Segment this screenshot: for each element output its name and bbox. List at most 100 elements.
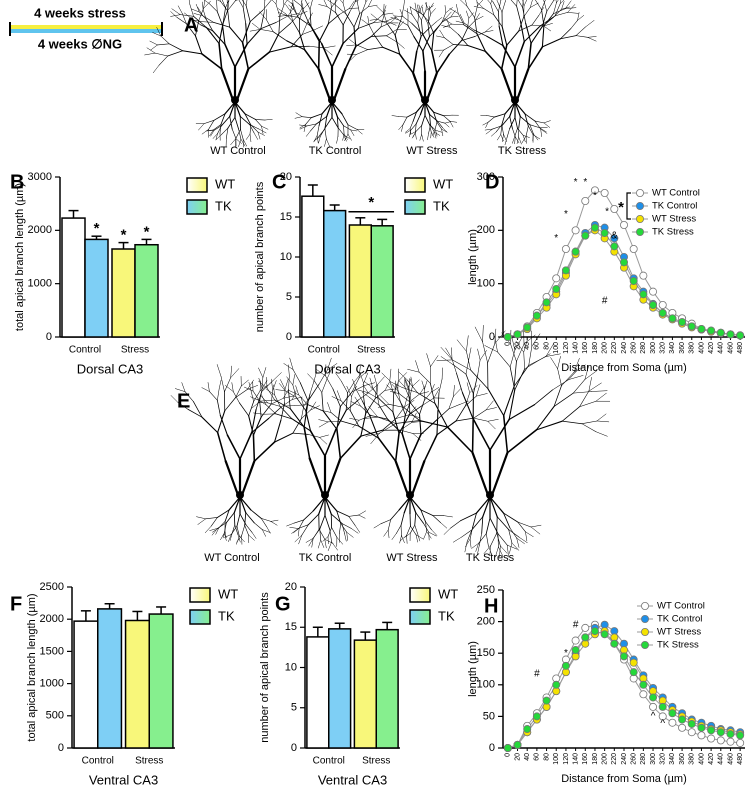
dendrite bbox=[539, 127, 547, 133]
data-point bbox=[610, 204, 619, 213]
neuron bbox=[144, 0, 336, 148]
dendrite bbox=[409, 401, 420, 415]
dendrite bbox=[259, 11, 267, 20]
dendrite bbox=[519, 116, 531, 126]
dendrite bbox=[225, 512, 235, 524]
dendrite bbox=[577, 12, 580, 21]
dendrite bbox=[452, 363, 467, 375]
dendrite bbox=[523, 7, 531, 18]
dendrite bbox=[528, 346, 533, 366]
data-point bbox=[649, 287, 658, 296]
dendrite bbox=[239, 402, 250, 417]
data-point bbox=[620, 258, 629, 267]
dendrite bbox=[451, 358, 457, 374]
bar bbox=[306, 636, 330, 749]
legend-swatch bbox=[186, 177, 208, 193]
dendrite bbox=[389, 368, 392, 382]
dendrite bbox=[531, 15, 540, 26]
dendrite bbox=[409, 386, 413, 399]
dendrite bbox=[294, 534, 303, 543]
dendrite bbox=[323, 47, 333, 56]
dendrite bbox=[383, 9, 386, 18]
dendrite bbox=[270, 521, 278, 526]
dendrite bbox=[402, 16, 413, 24]
dendrite bbox=[430, 8, 436, 15]
dendrite bbox=[242, 21, 251, 43]
dendrite bbox=[380, 519, 391, 524]
dendrite bbox=[271, 378, 273, 391]
y-tick-label: 1000 bbox=[28, 278, 52, 290]
dendrite bbox=[435, 129, 443, 133]
dendrite bbox=[498, 25, 504, 47]
dendrite bbox=[313, 134, 318, 143]
dendrite bbox=[377, 416, 397, 424]
dendrite bbox=[452, 359, 471, 371]
dendrite bbox=[301, 21, 308, 35]
dendrite bbox=[216, 0, 218, 12]
dendrite bbox=[468, 12, 474, 19]
data-point bbox=[610, 242, 619, 251]
x-tick-label: 420 bbox=[708, 753, 715, 765]
dendrite bbox=[406, 535, 408, 544]
dendrite bbox=[313, 25, 323, 31]
dendrite bbox=[449, 121, 458, 123]
dendrite bbox=[149, 40, 158, 46]
panel-label: C bbox=[272, 171, 286, 193]
dendrite bbox=[304, 0, 311, 10]
dendrite bbox=[336, 510, 350, 517]
dendrite bbox=[443, 115, 451, 122]
dendrite bbox=[355, 36, 372, 47]
x-tick-label: Control bbox=[82, 756, 114, 767]
dendrite bbox=[435, 129, 438, 137]
data-point bbox=[513, 740, 522, 749]
data-point bbox=[610, 234, 619, 243]
dendrite bbox=[227, 0, 236, 12]
dendrite bbox=[319, 437, 328, 445]
annotation: * bbox=[593, 190, 597, 201]
dendrite bbox=[500, 545, 508, 554]
dendrite bbox=[584, 370, 598, 380]
data-point bbox=[678, 318, 687, 327]
dendrite bbox=[467, 18, 470, 29]
dendrite bbox=[444, 37, 454, 45]
dendrite bbox=[455, 20, 465, 24]
dendrite bbox=[242, 138, 247, 147]
dendrite bbox=[215, 133, 218, 141]
dendrite bbox=[268, 46, 292, 53]
dendrite bbox=[427, 133, 429, 141]
dendrite bbox=[553, 392, 574, 407]
y-tick-label: 300 bbox=[477, 171, 495, 183]
dendrite bbox=[524, 113, 536, 122]
dendrite bbox=[438, 378, 443, 394]
legend-label: WT Stress bbox=[657, 627, 701, 638]
dendrite bbox=[529, 0, 533, 8]
dendrite bbox=[327, 527, 332, 537]
dendrite bbox=[466, 10, 470, 19]
dendrite bbox=[355, 388, 363, 402]
dendrite bbox=[517, 521, 532, 528]
dendrite bbox=[414, 524, 419, 535]
dendrite bbox=[541, 38, 562, 48]
dendrite bbox=[424, 101, 431, 116]
dendrite bbox=[477, 359, 481, 375]
dendrite bbox=[170, 11, 178, 18]
dendrite bbox=[513, 361, 517, 387]
x-tick-label: 0 bbox=[505, 753, 512, 757]
dendrite bbox=[345, 399, 359, 411]
significance: * bbox=[144, 223, 150, 240]
dendrite bbox=[401, 124, 404, 132]
dendrite bbox=[485, 407, 497, 411]
data-point bbox=[697, 324, 706, 333]
dendrite bbox=[342, 11, 351, 26]
dendrite bbox=[270, 519, 279, 522]
dendrite bbox=[324, 514, 331, 530]
dendrite bbox=[230, 138, 236, 146]
legend-marker bbox=[641, 628, 650, 637]
dendrite bbox=[353, 13, 360, 28]
dendrite bbox=[516, 537, 525, 545]
dendrite bbox=[357, 1, 360, 14]
dendrite bbox=[516, 5, 521, 22]
dendrite bbox=[467, 44, 486, 52]
dendrite bbox=[489, 517, 499, 535]
dendrite bbox=[237, 534, 241, 543]
